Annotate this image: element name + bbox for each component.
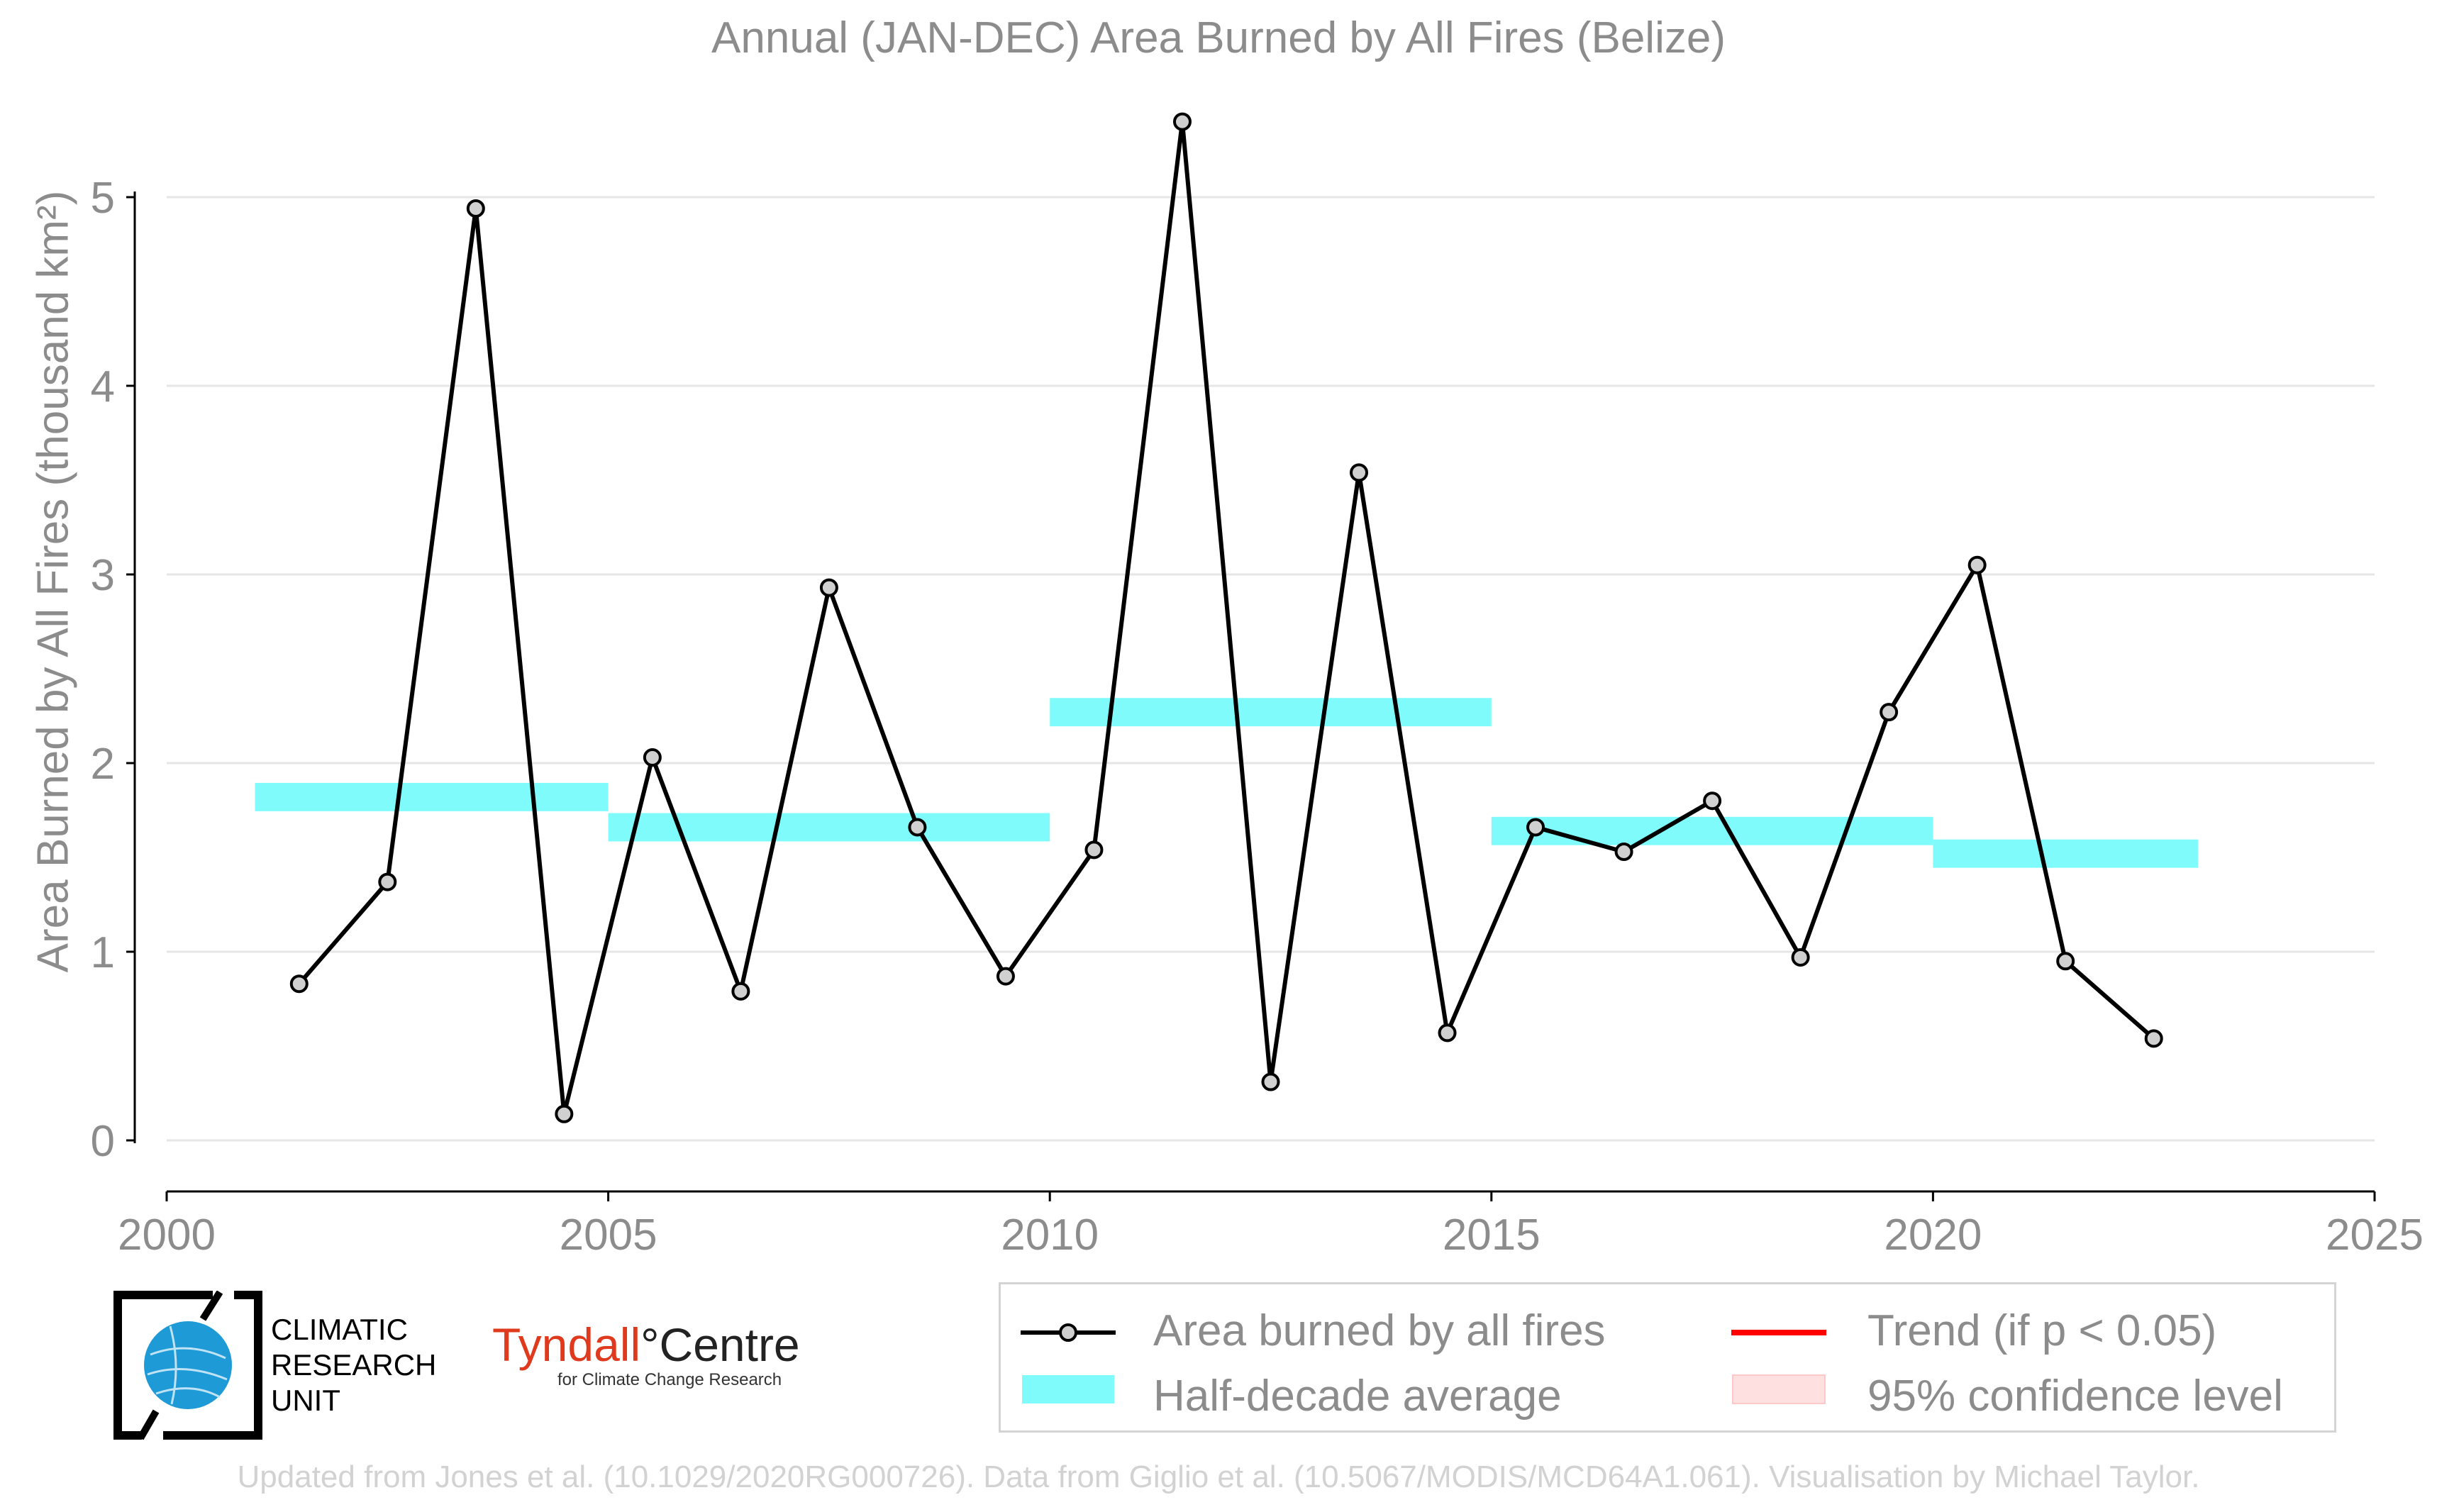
data-point-2004.5 xyxy=(555,1104,574,1123)
legend-swatch-area-burned xyxy=(1021,1323,1116,1342)
y-tick-label-1: 1 xyxy=(91,928,115,977)
credit-line: Updated from Jones et al. (10.1029/2020R… xyxy=(237,1460,2200,1494)
x-tick-label-2000: 2000 xyxy=(118,1211,216,1260)
data-point-2016.5 xyxy=(1614,843,1633,862)
half-decade-band-3 xyxy=(1050,698,1492,727)
half-decade-band-5 xyxy=(1933,839,2198,868)
legend-label-area-burned: Area burned by all fires xyxy=(1153,1306,1606,1355)
data-point-2003.5 xyxy=(466,199,485,218)
cru-line-1: CLIMATIC xyxy=(271,1313,408,1346)
legend-swatch-half-decade xyxy=(1022,1375,1114,1403)
y-tick-label-0: 0 xyxy=(91,1117,115,1166)
data-point-2007.5 xyxy=(819,578,838,597)
half-decade-band-4 xyxy=(1491,816,1933,845)
data-point-2013.5 xyxy=(1350,463,1369,482)
x-tick-label-2025: 2025 xyxy=(2326,1211,2424,1260)
data-point-2015.5 xyxy=(1526,818,1545,837)
x-tick-label-2005: 2005 xyxy=(560,1211,657,1260)
data-point-2014.5 xyxy=(1438,1023,1457,1043)
data-point-2009.5 xyxy=(996,967,1015,986)
cru-globe-icon xyxy=(113,1290,262,1440)
legend-label-half-decade: Half-decade average xyxy=(1153,1372,1562,1421)
x-tick-label-2015: 2015 xyxy=(1443,1211,1541,1260)
y-tick-label-4: 4 xyxy=(91,362,115,411)
cru-logo: CLIMATIC RESEARCH UNIT xyxy=(113,1290,447,1440)
legend-swatch-trend xyxy=(1731,1330,1826,1335)
axes: 0 1 2 3 4 5 2000 2005 2010 2015 2020 2025 xyxy=(91,174,2424,1260)
tyndall-degree: ° xyxy=(640,1318,660,1371)
cru-text: CLIMATIC RESEARCH UNIT xyxy=(271,1312,436,1418)
tyndall-name: Tyndall xyxy=(492,1318,641,1371)
legend-label-confidence: 95% confidence level xyxy=(1867,1372,2283,1421)
tyndall-centre: Centre xyxy=(659,1318,800,1371)
data-point-2022.5 xyxy=(2144,1029,2163,1048)
y-tick-label-5: 5 xyxy=(91,174,115,223)
data-point-2010.5 xyxy=(1084,840,1104,860)
tyndall-title: Tyndall°Centre xyxy=(492,1318,800,1371)
series-line-area-burned xyxy=(297,119,2155,1116)
legend-label-trend: Trend (if p < 0.05) xyxy=(1867,1306,2217,1355)
y-tick-label-3: 3 xyxy=(91,551,115,600)
tyndall-logo: Tyndall°Centre for Climate Change Resear… xyxy=(492,1318,800,1397)
half-decade-bands xyxy=(255,698,2198,868)
data-point-2021.5 xyxy=(2056,952,2075,971)
data-point-2017.5 xyxy=(1703,791,1722,811)
x-tick-label-2020: 2020 xyxy=(1884,1211,1982,1260)
data-point-2018.5 xyxy=(1791,947,1810,967)
data-point-2012.5 xyxy=(1261,1072,1280,1091)
x-tick-label-2010: 2010 xyxy=(1001,1211,1099,1260)
data-point-2011.5 xyxy=(1172,112,1192,131)
data-point-2019.5 xyxy=(1880,703,1899,722)
data-point-2008.5 xyxy=(908,818,927,837)
grid-lines xyxy=(167,196,2375,1142)
half-decade-band-1 xyxy=(255,782,609,811)
data-point-2005.5 xyxy=(643,748,662,767)
series-layer xyxy=(289,112,2163,1123)
legend-swatch-confidence xyxy=(1732,1374,1826,1404)
data-point-2006.5 xyxy=(731,982,750,1001)
chart-title: Annual (JAN-DEC) Area Burned by All Fire… xyxy=(711,13,1726,62)
y-tick-label-2: 2 xyxy=(91,740,115,789)
cru-line-2: RESEARCH xyxy=(271,1348,437,1382)
data-point-2002.5 xyxy=(378,872,397,891)
data-point-2020.5 xyxy=(1967,555,1987,574)
tyndall-subtitle: for Climate Change Research xyxy=(557,1370,782,1389)
cru-line-3: UNIT xyxy=(271,1384,340,1417)
data-point-2001.5 xyxy=(289,974,309,994)
legend: Area burned by all fires Trend (if p < 0… xyxy=(999,1282,2336,1433)
